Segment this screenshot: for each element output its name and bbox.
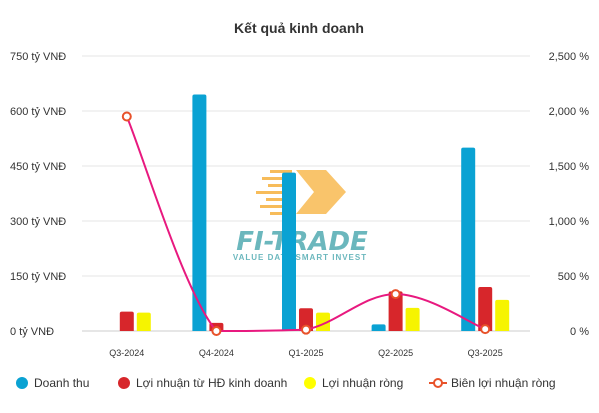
watermark-logo-text: FI-TRADE	[236, 227, 368, 257]
bar-2-Q1-2025	[299, 308, 313, 331]
fi-trade-watermark-logo: FI-TRADE VALUE DATA SMART INVEST	[233, 170, 368, 262]
bar-1-Q3-2025	[461, 147, 476, 331]
legend-label[interactable]: Doanh thu	[34, 376, 89, 390]
x-tick-label: Q2-2025	[378, 348, 413, 358]
left-tick-label: 750 tỷ VNĐ	[10, 51, 66, 63]
right-tick-label: 2,000 %	[549, 106, 590, 118]
x-tick-label: Q1-2025	[288, 348, 323, 358]
chart-title: Kết quả kinh doanh	[234, 20, 364, 36]
watermark-tagline: VALUE DATA SMART INVEST	[233, 253, 367, 262]
bar-3-Q2-2025	[405, 307, 420, 331]
x-axis: Q3-2024 Q4-2024 Q1-2025 Q2-2025 Q3-2025	[109, 348, 502, 358]
left-tick-label: 300 tỷ VNĐ	[10, 216, 66, 228]
bar-1-Q1-2025	[282, 172, 296, 331]
legend-label[interactable]: Lợi nhuận ròng	[322, 376, 403, 390]
right-tick-label: 1,000 %	[549, 216, 590, 228]
bar-series	[119, 94, 510, 331]
right-tick-label: 2,500 %	[549, 51, 590, 63]
bar-1-Q2-2025	[371, 324, 386, 331]
left-tick-label: 0 tỷ VNĐ	[10, 326, 54, 338]
right-axis: 0 % 500 % 1,000 % 1,500 % 2,000 % 2,500 %	[549, 51, 590, 338]
margin-line	[125, 116, 486, 333]
margin-point-Q4-2024	[211, 326, 222, 336]
x-tick-label: Q4-2024	[199, 348, 234, 358]
margin-point-Q3-2024	[121, 111, 132, 122]
margin-point-Q1-2025	[301, 324, 311, 335]
bar-2-Q2-2025	[388, 291, 403, 331]
left-tick-label: 150 tỷ VNĐ	[10, 271, 66, 283]
bar-3-Q3-2024	[136, 312, 151, 331]
x-tick-label: Q3-2024	[109, 348, 144, 358]
right-tick-label: 500 %	[558, 271, 589, 283]
legend-marker	[16, 377, 28, 389]
bar-2-Q3-2024	[119, 311, 134, 331]
right-tick-label: 1,500 %	[549, 161, 590, 173]
legend-label[interactable]: Lợi nhuận từ HĐ kinh doanh	[136, 376, 287, 390]
left-axis: 0 tỷ VNĐ 150 tỷ VNĐ 300 tỷ VNĐ 450 tỷ VNĐ 60…	[10, 51, 66, 338]
watermark-arrow-icon	[256, 170, 346, 215]
bar-1-Q4-2024	[192, 94, 207, 331]
x-tick-label: Q3-2025	[468, 348, 503, 358]
margin-point-Q2-2025	[390, 289, 401, 300]
right-tick-label: 0 %	[570, 326, 589, 338]
legend-label[interactable]: Biên lợi nhuận ròng	[451, 376, 556, 390]
bar-2-Q3-2025	[478, 287, 493, 331]
legend-marker	[118, 377, 130, 389]
left-tick-label: 450 tỷ VNĐ	[10, 161, 66, 173]
margin-point-Q3-2025	[480, 324, 491, 335]
legend-marker	[304, 377, 316, 389]
line-series	[121, 111, 491, 336]
legend-marker	[433, 378, 443, 388]
bar-3-Q3-2025	[495, 299, 510, 331]
left-tick-label: 600 tỷ VNĐ	[10, 106, 66, 118]
legend: Doanh thu Lợi nhuận từ HĐ kinh doanh Lợi n…	[16, 376, 556, 390]
